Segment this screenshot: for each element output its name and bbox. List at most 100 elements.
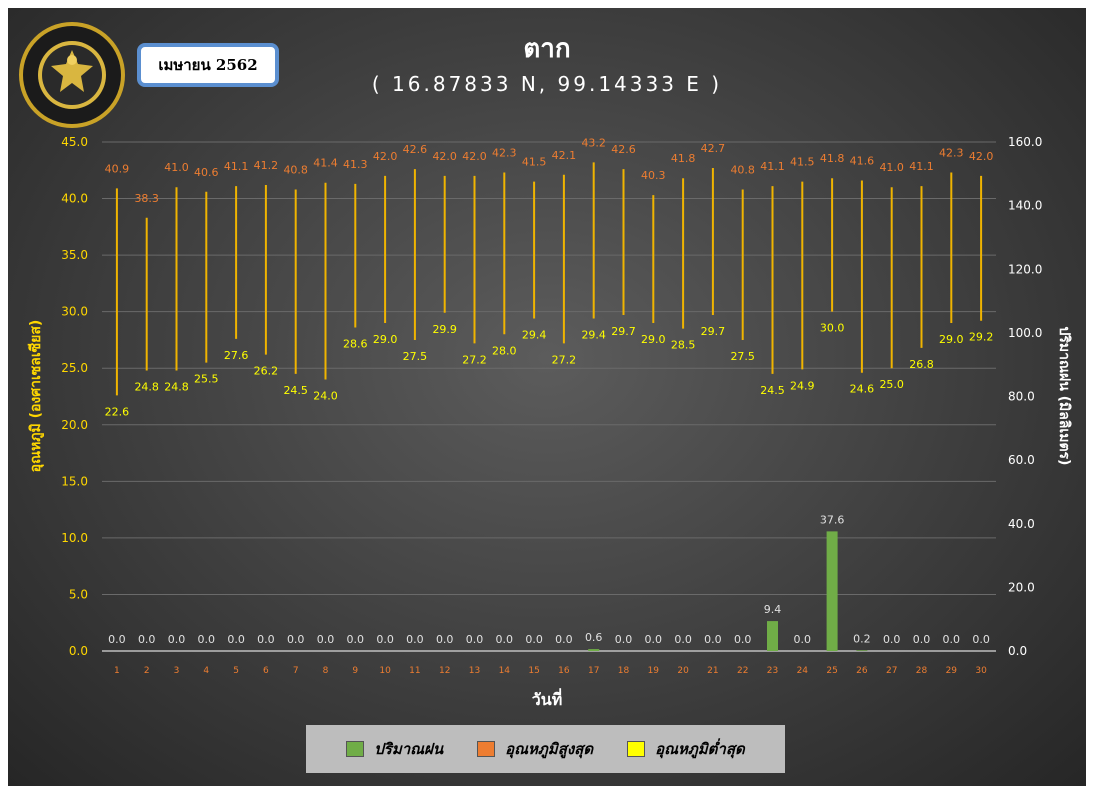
x-axis-tick-label: 12 (439, 666, 450, 676)
x-axis-tick-label: 2 (144, 666, 150, 676)
tmax-data-label: 41.5 (522, 156, 547, 169)
tmin-data-label: 24.8 (164, 380, 189, 393)
rain-data-label: 37.6 (820, 513, 845, 526)
month-label-box: เมษายน 2562 (137, 43, 279, 87)
x-axis-tick-label: 19 (648, 666, 660, 676)
tmin-data-label: 28.6 (343, 338, 368, 351)
tmax-data-label: 40.6 (194, 166, 219, 179)
tmin-data-label: 27.6 (224, 349, 249, 362)
left-axis-tick-label: 15.0 (61, 474, 88, 488)
right-axis-tick-label: 20.0 (1008, 580, 1035, 594)
tmin-data-label: 26.2 (254, 365, 279, 378)
rain-data-label: 0.0 (406, 633, 424, 646)
rain-data-label: 0.0 (108, 633, 126, 646)
axes: 0.05.010.015.020.025.030.035.040.045.00.… (61, 135, 1042, 676)
rain-data-label: 0.0 (674, 633, 692, 646)
x-axis-tick-label: 13 (469, 666, 480, 676)
rain-data-label: 0.0 (466, 633, 484, 646)
tmax-data-label: 40.3 (641, 169, 666, 182)
x-axis-title: วันที่ (531, 690, 563, 709)
rain-data-label: 0.0 (138, 633, 156, 646)
legend-label-rain: ปริมาณฝน (374, 740, 444, 758)
rain-data-label: 0.0 (615, 633, 633, 646)
tmax-data-label: 41.8 (671, 152, 696, 165)
left-axis-tick-label: 20.0 (61, 418, 88, 432)
tmax-data-label: 42.0 (432, 150, 457, 163)
tmax-data-label: 41.1 (909, 160, 934, 173)
tmin-data-label: 24.9 (790, 379, 815, 392)
tmax-data-label: 41.6 (850, 154, 875, 167)
right-axis-tick-label: 40.0 (1008, 517, 1035, 531)
rain-data-label: 0.0 (287, 633, 305, 646)
tmax-data-label: 40.9 (105, 162, 130, 175)
x-axis-tick-label: 4 (203, 666, 209, 676)
x-axis-tick-label: 5 (233, 666, 239, 676)
rain-data-label: 0.0 (168, 633, 186, 646)
right-axis-title: ปริมาณฝน (มิลลิเมตร) (1056, 326, 1072, 466)
left-axis-tick-label: 5.0 (69, 587, 88, 601)
left-axis-tick-label: 45.0 (61, 135, 88, 149)
tmin-data-label: 26.8 (909, 358, 934, 371)
tmax-data-label: 42.3 (939, 147, 964, 160)
x-axis-tick-label: 7 (293, 666, 299, 676)
tmax-data-label: 41.1 (760, 160, 785, 173)
tmin-data-label: 29.7 (701, 325, 726, 338)
tmax-data-label: 41.0 (879, 161, 904, 174)
tmax-data-label: 38.3 (134, 192, 159, 205)
tmax-data-label: 41.3 (343, 158, 368, 171)
x-axis-tick-label: 8 (323, 666, 329, 676)
rain-data-label: 0.2 (853, 632, 871, 645)
tmin-data-label: 22.6 (105, 405, 130, 418)
legend-item-tmax: อุณหภูมิสูงสุด (477, 737, 593, 761)
tmin-data-label: 29.2 (969, 331, 994, 344)
tmin-data-label: 29.4 (581, 328, 606, 341)
right-axis-tick-label: 0.0 (1008, 644, 1027, 658)
tmin-data-label: 29.0 (373, 333, 398, 346)
right-axis-tick-label: 140.0 (1008, 199, 1042, 213)
tmax-data-label: 41.4 (313, 157, 338, 170)
rain-data-label: 0.6 (585, 631, 603, 644)
left-axis-title: อุณหภูมิ (องศาเซลเซียส) (28, 319, 44, 473)
legend-label-tmax: อุณหภูมิสูงสุด (505, 740, 594, 758)
rain-data-label: 0.0 (913, 633, 931, 646)
chart-legend: ปริมาณฝน อุณหภูมิสูงสุด อุณหภูมิต่ำสุด (306, 725, 785, 773)
x-axis-tick-label: 11 (409, 666, 420, 676)
rain-data-label: 0.0 (555, 633, 573, 646)
tmax-data-label: 41.5 (790, 156, 815, 169)
right-axis-tick-label: 160.0 (1008, 135, 1042, 149)
tmax-data-label: 42.0 (462, 150, 487, 163)
x-axis-tick-label: 25 (826, 666, 837, 676)
rain-bar (856, 650, 868, 651)
x-axis-tick-label: 18 (618, 666, 630, 676)
left-axis-tick-label: 40.0 (61, 192, 88, 206)
right-axis-tick-label: 100.0 (1008, 326, 1042, 340)
tmin-data-label: 24.6 (850, 383, 875, 396)
tmin-data-label: 29.4 (522, 328, 547, 341)
x-axis-tick-label: 6 (263, 666, 269, 676)
rain-data-label: 0.0 (376, 633, 394, 646)
rain-data-label: 0.0 (436, 633, 454, 646)
tmax-data-label: 41.0 (164, 161, 189, 174)
right-axis-tick-label: 120.0 (1008, 262, 1042, 276)
right-axis-tick-label: 60.0 (1008, 453, 1035, 467)
tmin-data-label: 30.0 (820, 322, 845, 335)
tmax-data-label: 41.8 (820, 152, 845, 165)
x-axis-tick-label: 17 (588, 666, 599, 676)
rain-data-label: 0.0 (794, 633, 812, 646)
legend-swatch-rain (346, 741, 365, 757)
rain-data-label: 0.0 (943, 633, 961, 646)
x-axis-tick-label: 14 (499, 666, 511, 676)
x-axis-tick-label: 23 (767, 666, 778, 676)
rain-data-label: 0.0 (645, 633, 663, 646)
rain-data-label: 0.0 (525, 633, 543, 646)
x-axis-tick-label: 30 (975, 666, 987, 676)
x-axis-tick-label: 10 (379, 666, 391, 676)
tmin-data-label: 28.0 (492, 344, 517, 357)
rain-bar (767, 621, 778, 651)
x-axis-tick-label: 28 (916, 666, 928, 676)
tmin-data-label: 24.0 (313, 390, 338, 403)
x-axis-tick-label: 20 (677, 666, 689, 676)
tmax-data-label: 41.2 (254, 159, 279, 172)
rain-bar (826, 531, 838, 651)
